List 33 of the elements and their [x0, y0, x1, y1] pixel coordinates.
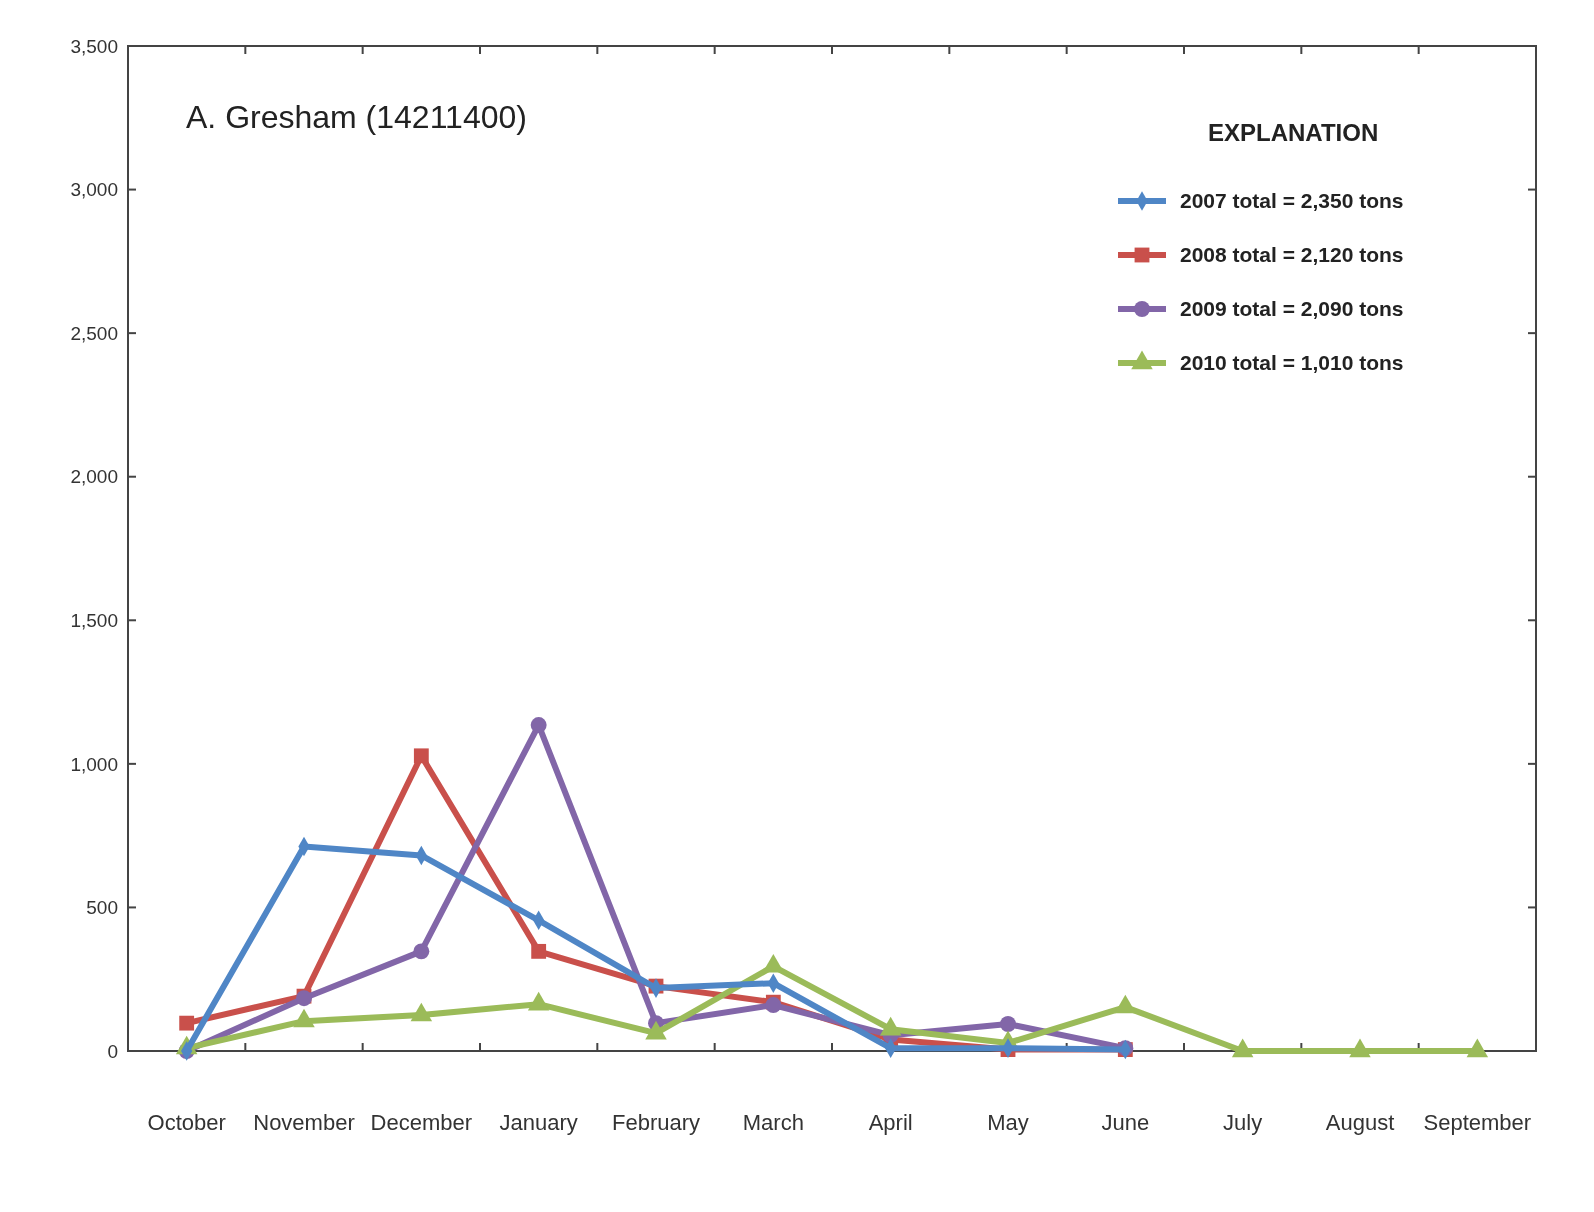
point — [531, 943, 547, 959]
x-tick-label: September — [1423, 1110, 1532, 1135]
point — [413, 748, 429, 764]
x-tick-label: March — [742, 1110, 804, 1135]
x-tick-label: December — [370, 1110, 473, 1135]
point — [179, 1015, 195, 1031]
y-tick-label: 3,000 — [70, 179, 118, 201]
legend-label: 2010 total = 1,010 tons — [1180, 351, 1404, 375]
point — [413, 943, 430, 960]
legend-title: EXPLANATION — [1208, 119, 1379, 146]
x-tick-label: June — [1101, 1110, 1150, 1135]
y-tick-label: 1,000 — [70, 753, 118, 775]
point — [1000, 1016, 1016, 1032]
y-tick-label: 1,500 — [70, 609, 118, 631]
x-tick-label: February — [611, 1110, 701, 1135]
y-tick-label: 2,500 — [70, 322, 118, 344]
legend-label: 2007 total = 2,350 tons — [1180, 189, 1404, 213]
x-tick-label: October — [147, 1110, 226, 1135]
point — [530, 717, 547, 734]
x-tick-label: August — [1325, 1110, 1395, 1135]
x-tick-label: July — [1223, 1110, 1263, 1135]
y-tick-label: 0 — [107, 1040, 118, 1062]
legend-label: 2008 total = 2,120 tons — [1180, 243, 1404, 267]
x-tick-label: January — [499, 1110, 578, 1135]
y-tick-label: 500 — [86, 897, 118, 919]
x-tick-label: April — [868, 1110, 913, 1135]
legend-label: 2009 total = 2,090 tons — [1180, 297, 1404, 321]
text: A. Gresham (14211400) — [186, 99, 527, 135]
point — [765, 997, 782, 1014]
y-tick-label: 3,500 — [70, 35, 118, 57]
x-tick-label: May — [987, 1110, 1029, 1135]
x-tick-label: November — [253, 1110, 355, 1135]
y-tick-label: 2,000 — [70, 466, 118, 488]
